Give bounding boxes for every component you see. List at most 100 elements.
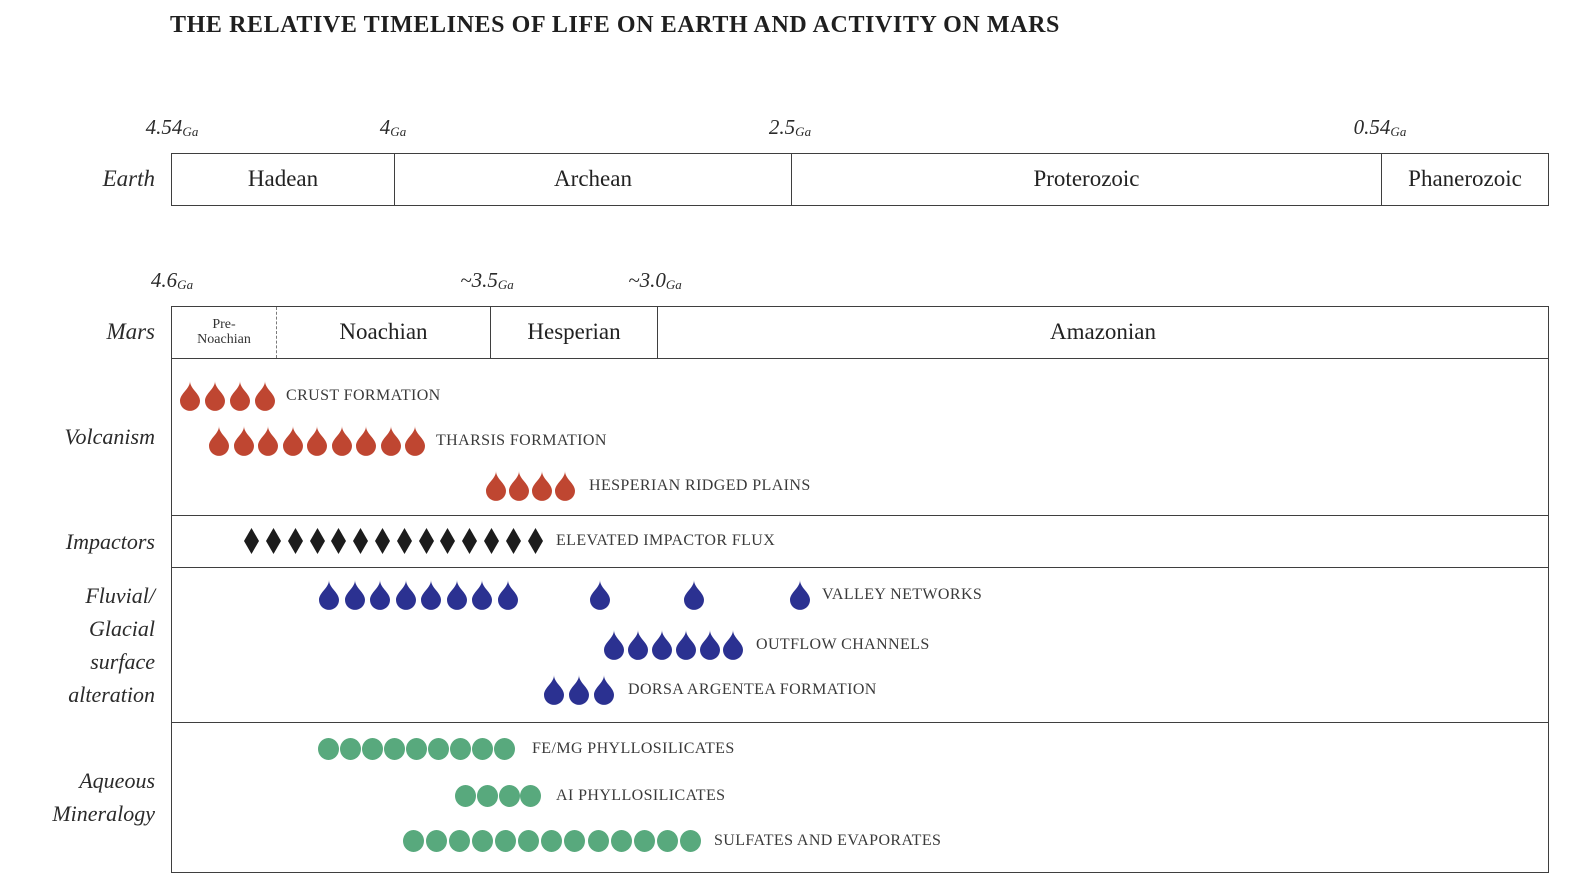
droplet-icon [356,426,376,456]
droplet-icon [486,471,506,501]
droplet-icon [381,426,401,456]
circle-icon [384,738,405,760]
era-segment-archean: Archean [394,154,791,205]
tick-unit: Ga [177,277,194,292]
droplet-icon [676,630,696,660]
circle-icon [520,785,541,807]
era-name: Pre- [212,316,236,332]
earth-tick-label: 4.54Ga [146,115,199,140]
era-name: Amazonian [1049,319,1156,345]
earth-tick-label: 4Ga [380,115,406,140]
era-segment-hadean: Hadean [172,154,394,205]
diamond-icon [375,528,390,554]
era-name: Hesperian [527,319,621,345]
droplet-icon [447,580,467,610]
event-label-valley-networks: VALLEY NETWORKS [822,586,983,603]
section-divider [172,515,1548,516]
droplet-icon [498,580,518,610]
era-segment-noachian: Noachian [277,307,490,358]
circle-icon [541,830,562,852]
era-name: Proterozoic [1033,166,1140,192]
droplet-icon [700,630,720,660]
section-label-line: Volcanism [64,424,155,449]
circle-icon [518,830,539,852]
diamond-icon [310,528,325,554]
era-name: Noachian [197,331,251,347]
droplet-icon [628,630,648,660]
section-label-fluvial: Fluvial/Glacial surface alteration [0,579,155,711]
circle-icon [495,830,516,852]
section-label-line: Mineralogy [52,800,155,826]
circle-icon [472,830,493,852]
section-label-volcanism: Volcanism [0,420,155,453]
circle-icon [450,738,471,760]
droplet-icon [652,630,672,660]
droplet-icon [283,426,303,456]
diamond-icon [353,528,368,554]
section-label-aqueous: Aqueous Mineralogy [0,764,155,830]
droplet-icon [604,630,624,660]
event-label-outflow-channels: OUTFLOW CHANNELS [756,636,930,653]
circle-icon [499,785,520,807]
diamond-icon [288,528,303,554]
tick-unit: Ga [795,124,812,139]
droplet-icon [421,580,441,610]
droplet-icon [209,426,229,456]
circle-icon [472,738,493,760]
earth-row-label: Earth [102,166,155,191]
era-segment-pre-noachian: Pre- Noachian [172,307,277,358]
event-label-fe-mg-phyllosilicates: FE/MG PHYLLOSILICATES [532,740,735,757]
diamond-icon [419,528,434,554]
section-divider [172,722,1548,723]
droplet-icon [569,675,589,705]
earth-tick-label: 2.5Ga [769,115,811,140]
mars-row-label: Mars [106,319,155,344]
section-label-line: Impactors [65,528,155,554]
mars-tick-label: ~3.5Ga [460,268,514,293]
droplet-icon [370,580,390,610]
era-segment-proterozoic: Proterozoic [791,154,1381,205]
event-label-tharsis-formation: THARSIS FORMATION [436,432,607,449]
section-label-line: Aqueous [79,767,155,793]
circle-icon [406,738,427,760]
droplet-icon [396,580,416,610]
circle-icon [362,738,383,760]
diamond-icon [397,528,412,554]
circle-icon [680,830,701,852]
circle-icon [634,830,655,852]
event-label-dorsa-argentea-formation: DORSA ARGENTEA FORMATION [628,681,877,698]
mars-timeline-bar: Pre- Noachian Noachian Hesperian Amazonian [171,306,1549,359]
tick-value: 2.5 [768,115,796,139]
era-segment-amazonian: Amazonian [657,307,1548,358]
droplet-icon [509,471,529,501]
droplet-icon [532,471,552,501]
event-label-elevated-impactor-flux: ELEVATED IMPACTOR FLUX [556,532,776,549]
section-divider [172,567,1548,568]
diamond-icon [244,528,259,554]
tick-value: ~3.5 [460,268,498,292]
droplet-icon [555,471,575,501]
droplet-icon [723,630,743,660]
droplet-icon [230,381,250,411]
era-name: Phanerozoic [1408,166,1522,192]
circle-icon [657,830,678,852]
event-label-ai-phyllosilicates: AI PHYLLOSILICATES [556,787,726,804]
diagram-title: THE RELATIVE TIMELINES OF LIFE ON EARTH … [170,12,1060,38]
droplet-icon [594,675,614,705]
mars-tick-label: 4.6Ga [151,268,193,293]
circle-icon [588,830,609,852]
diamond-icon [528,528,543,554]
circle-icon [426,830,447,852]
droplet-icon [544,675,564,705]
circle-icon [318,738,339,760]
circle-icon [494,738,515,760]
section-label-line: alteration [68,681,155,707]
tick-value: 4 [379,115,391,139]
section-label-impactors: Impactors [0,525,155,558]
tick-unit: Ga [1390,124,1407,139]
droplet-icon [319,580,339,610]
section-label-line: Fluvial/ [85,582,155,608]
droplet-icon [307,426,327,456]
section-label-line: surface [90,648,155,674]
